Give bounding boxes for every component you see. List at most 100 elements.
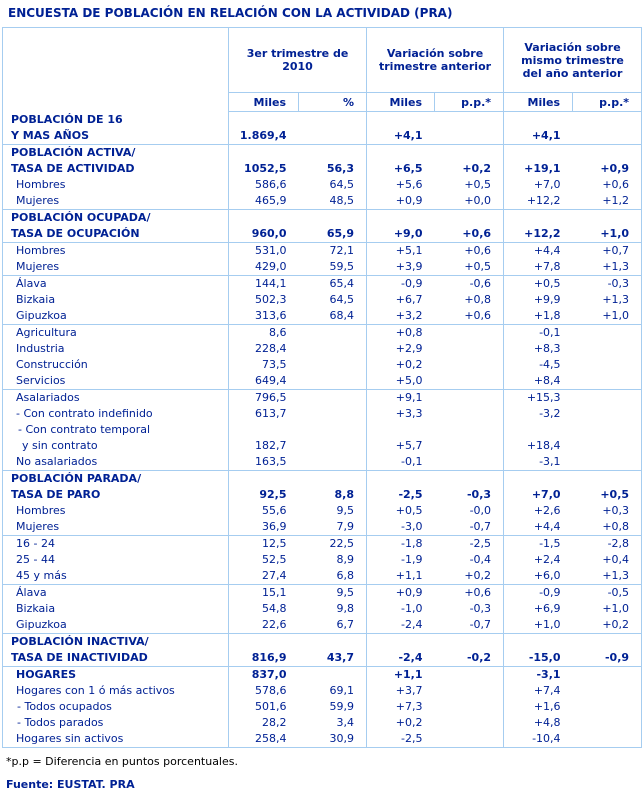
cell-var2-miles: +19,1 [503, 143, 573, 177]
cell-var2-miles: +7,0 [503, 176, 573, 193]
cell-var2-miles: +8,3 [503, 340, 573, 357]
cell-var2-miles: +12,2 [503, 208, 573, 242]
row-label: Hogares con 1 ó más activos [3, 683, 229, 699]
cell-var2-pp: +0,8 [602, 519, 630, 533]
cell-pct: 9,5 [298, 583, 367, 601]
row-label: Gipuzkoa [3, 617, 229, 634]
cell-var2-miles: +1,6 [503, 698, 573, 715]
cell-var2-miles: +8,4 [503, 372, 573, 389]
cell-var-pp [435, 373, 504, 390]
row-label: - Con contrato temporal y sin contrato [3, 422, 229, 454]
cell-var2-miles: +7,8 [503, 258, 573, 275]
cell-var2-pp: +1,3 [602, 259, 630, 273]
cell-var2-miles: +15,3 [503, 388, 573, 406]
row-label-line: Y MAS AÑOS [11, 128, 89, 142]
cell-var2-pp [573, 373, 642, 390]
cell-var2-pp [573, 699, 642, 715]
row-label-line: Álava [16, 585, 47, 599]
cell-var-miles: +9,1 [366, 388, 435, 406]
row-label-line: POBLACIÓN PARADA/ [11, 471, 142, 485]
table-row: 16 - 24 12,5 22,5 -1,8 -2,5 -1,5 -2,8 [2, 534, 642, 552]
cell-var2-miles: +7,0 [503, 469, 573, 503]
cell-miles: 163,5 [228, 453, 299, 470]
cell-miles: 796,5 [228, 388, 299, 406]
cell-miles: 578,6 [228, 682, 299, 699]
row-label: Mujeres [3, 259, 229, 276]
cell-var-miles: +2,9 [366, 340, 435, 357]
row-label-line: Bizkaia [16, 292, 56, 306]
cell-miles: 8,6 [228, 323, 299, 341]
cell-pct [298, 388, 367, 406]
cell-pct: 64,5 [329, 177, 355, 191]
row-label-line: Agricultura [16, 325, 77, 339]
cell-pct: 9,5 [336, 503, 355, 517]
cell-var-miles: +0,2 [366, 714, 435, 731]
row-label-line: TASA DE OCUPACIÓN [11, 226, 140, 240]
table-row: Gipuzkoa 22,6 6,7 -2,4 -0,7 +1,0 +0,2 [3, 616, 642, 634]
cell-var-pp [435, 699, 504, 715]
col-header-miles-var-year: Miles [503, 92, 573, 112]
cell-miles: 228,4 [228, 340, 299, 357]
cell-pct: 9,8 [336, 601, 355, 615]
cell-var2-pp: +1,0 [572, 208, 642, 242]
row-label-line: - Todos parados [17, 715, 104, 729]
cell-var-pp: +0,6 [434, 208, 504, 242]
cell-var2-pp [573, 406, 642, 422]
col-header-pp-var-quarter: p.p.* [434, 92, 504, 112]
cell-var2-pp: +0,2 [602, 617, 630, 631]
table-row: - Con contrato temporal y sin contrato 182… [3, 421, 642, 454]
cell-var-pp [435, 454, 504, 471]
cell-var-pp [434, 665, 504, 683]
cell-var-pp [435, 357, 504, 373]
cell-var2-miles: +4,1 [503, 111, 573, 144]
cell-var-miles: -1,8 [366, 534, 435, 552]
cell-var-miles: -3,0 [366, 518, 435, 535]
cell-var2-pp: -0,9 [572, 632, 642, 666]
row-label: Gipuzkoa [3, 308, 229, 325]
page-title: ENCUESTA DE POBLACIÓN EN RELACIÓN CON LA… [8, 6, 453, 20]
table-row: Servicios 649,4 +5,0 +8,4 [3, 372, 642, 390]
row-label: No asalariados [3, 454, 229, 471]
cell-pct: 6,8 [336, 568, 355, 582]
cell-pct: 68,4 [329, 308, 355, 322]
row-label: Bizkaia [3, 292, 229, 308]
cell-var2-pp: +0,4 [602, 552, 630, 566]
row-label-line: POBLACIÓN OCUPADA/ [11, 210, 151, 224]
cell-var-miles: +5,1 [366, 241, 435, 259]
cell-var-pp: -0,2 [434, 632, 504, 666]
row-label: Bizkaia [3, 601, 229, 617]
cell-pct: 3,4 [336, 715, 355, 729]
cell-var-miles: +1,1 [366, 665, 435, 683]
table-row: 25 - 44 52,5 8,9 -1,9 -0,4 +2,4 +0,4 [3, 551, 642, 568]
row-label-line: Hombres [16, 503, 66, 517]
table-row: Hombres 531,0 72,1 +5,1 +0,6 +4,4 +0,7 [2, 241, 642, 259]
row-label-line: Hombres [16, 177, 66, 191]
row-label: POBLACIÓN OCUPADA/TASA DE OCUPACIÓN [2, 208, 229, 242]
cell-var-pp: +0,6 [434, 583, 504, 601]
cell-pct: 59,9 [329, 699, 355, 713]
cell-var-miles: +0,9 [366, 192, 435, 209]
table-row: Mujeres 465,9 48,5 +0,9 +0,0 +12,2 +1,2 [3, 192, 642, 209]
cell-var2-pp [572, 323, 642, 341]
cell-var-miles: +3,7 [366, 682, 435, 699]
row-label-line: Hogares sin activos [16, 731, 124, 745]
table-body: POBLACIÓN DE 16 Y MAS AÑOS 1.869,4 +4,1 +4,1… [2, 111, 642, 747]
corner-cell [3, 28, 229, 112]
cell-var-miles: +3,3 [366, 405, 435, 422]
row-label: - Todos parados [3, 715, 229, 731]
cell-var2-pp [572, 388, 642, 406]
row-label: Asalariados [2, 388, 229, 406]
row-label: POBLACIÓN ACTIVA/TASA DE ACTIVIDAD [2, 143, 229, 177]
row-label: 25 - 44 [3, 552, 229, 568]
cell-var-miles: +9,0 [366, 208, 435, 242]
cell-pct: 65,4 [298, 274, 367, 292]
cell-var-miles: -1,0 [366, 600, 435, 617]
table-row: Bizkaia 502,3 64,5 +6,7 +0,8 +9,9 +1,3 [3, 291, 642, 308]
cell-var-pp: +0,8 [464, 292, 492, 306]
table-row: POBLACIÓN INACTIVA/TASA DE INACTIVIDAD 81… [2, 632, 642, 666]
cell-var-miles: +7,3 [366, 698, 435, 715]
cell-var-pp: +0,5 [464, 177, 492, 191]
col-header-miles-var-quarter: Miles [366, 92, 435, 112]
cell-pct: 56,3 [298, 143, 367, 177]
column-group-var-prev-quarter: Variación sobre trimestre anterior [366, 27, 504, 93]
